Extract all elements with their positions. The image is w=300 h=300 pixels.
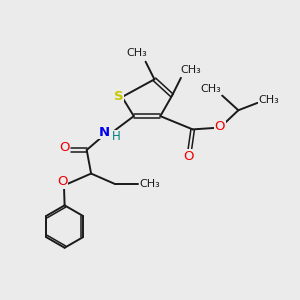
- Text: S: S: [114, 90, 123, 103]
- Text: O: O: [57, 175, 68, 188]
- Text: O: O: [59, 141, 69, 154]
- Text: N: N: [99, 126, 110, 139]
- Text: CH₃: CH₃: [181, 64, 202, 75]
- Text: CH₃: CH₃: [126, 48, 147, 59]
- Text: O: O: [183, 150, 194, 163]
- Text: O: O: [214, 120, 225, 133]
- Text: H: H: [112, 130, 121, 143]
- Text: CH₃: CH₃: [140, 179, 160, 189]
- Text: CH₃: CH₃: [201, 84, 221, 94]
- Text: CH₃: CH₃: [258, 95, 279, 105]
